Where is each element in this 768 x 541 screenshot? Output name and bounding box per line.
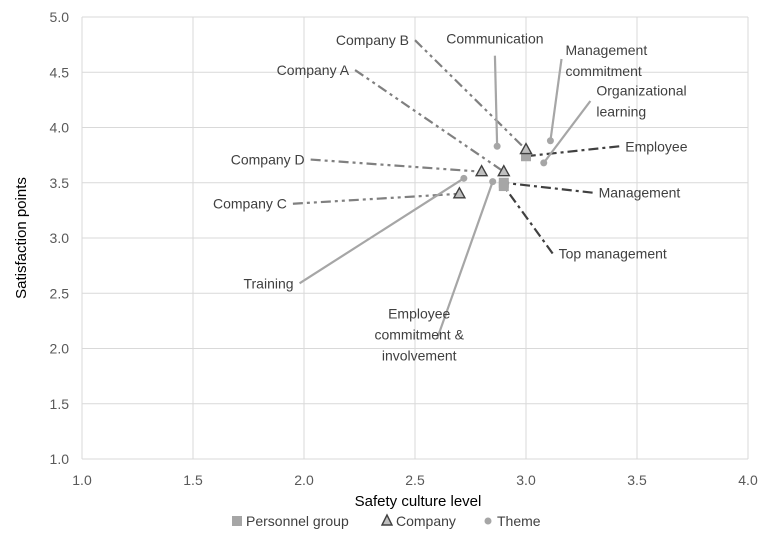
marker-company [474, 164, 489, 177]
legend-label: Theme [497, 513, 541, 529]
point-label-line: Employee [388, 306, 450, 322]
legend-label: Company [396, 513, 456, 529]
point-label-line: involvement [382, 348, 457, 364]
point-label-line: Management [566, 42, 648, 58]
point-label: Employee [625, 138, 687, 154]
x-tick-label: 2.5 [405, 472, 425, 488]
marker-company [497, 164, 511, 177]
leader-line [542, 100, 592, 164]
point-label: Company A [277, 62, 350, 78]
y-tick-label: 2.5 [50, 285, 70, 301]
point-label-line: learning [596, 103, 646, 119]
grid [81, 16, 749, 460]
leader-line [525, 145, 620, 158]
y-tick-label: 1.0 [50, 451, 70, 467]
leader-lines [292, 39, 620, 339]
point-label-line: Organizational [596, 82, 686, 98]
data-markers [452, 137, 554, 199]
legend-marker-personnel-group [232, 516, 242, 526]
y-tick-label: 2.0 [50, 341, 70, 357]
legend: Personnel group Company Theme [232, 513, 541, 529]
legend-marker-company [380, 513, 394, 526]
point-label: Company B [336, 32, 409, 48]
leader-line [298, 177, 465, 285]
point-label: Management commitment [566, 42, 648, 79]
legend-label: Personnel group [246, 513, 349, 529]
point-label: Training [243, 275, 293, 291]
marker-theme [493, 142, 501, 150]
y-tick-label: 3.5 [50, 175, 70, 191]
point-label: Company D [231, 152, 305, 168]
x-axis-title: Safety culture level [355, 493, 482, 510]
leader-line [310, 158, 482, 173]
y-tick-label: 5.0 [50, 9, 70, 25]
leader-line [549, 58, 563, 141]
marker-personnel-group [498, 181, 509, 192]
leader-line [502, 185, 554, 255]
point-label-line: commitment [566, 63, 642, 79]
x-tick-label: 1.0 [72, 472, 92, 488]
x-tick-label: 3.0 [516, 472, 536, 488]
y-tick-label: 4.5 [50, 64, 70, 80]
marker-theme [489, 178, 497, 186]
legend-marker-theme [484, 517, 492, 525]
x-tick-label: 1.5 [183, 472, 203, 488]
marker-company [519, 142, 533, 155]
axis-ticks: 1.0 1.5 2.0 2.5 3.0 3.5 4.0 1.0 1.5 2.0 2.5 3.0 3.5 4… [50, 9, 758, 488]
point-label-line: commitment & [374, 327, 464, 343]
y-axis-title: Satisfaction points [13, 177, 30, 299]
point-label: Communication [446, 31, 543, 47]
y-tick-label: 3.0 [50, 230, 70, 246]
point-labels: Employee Management Top management Company … [213, 31, 688, 364]
marker-theme [546, 137, 554, 145]
leader-line [493, 55, 499, 147]
leader-line [436, 181, 494, 339]
marker-company [452, 186, 467, 199]
leader-line [354, 69, 505, 173]
point-label: Employee commitment & involvement [374, 306, 464, 364]
x-tick-label: 3.5 [627, 472, 647, 488]
point-label: Management [599, 185, 681, 201]
y-tick-label: 1.5 [50, 396, 70, 412]
point-label: Company C [213, 196, 287, 212]
leader-line [503, 181, 593, 194]
leader-line [414, 39, 527, 151]
y-tick-label: 4.0 [50, 120, 70, 136]
point-label: Top management [559, 245, 667, 261]
marker-personnel-group [521, 151, 531, 162]
marker-theme [540, 159, 548, 167]
x-tick-label: 4.0 [738, 472, 758, 488]
leader-line [292, 192, 460, 205]
point-label: Organizational learning [596, 82, 686, 119]
marker-theme [460, 174, 468, 182]
x-tick-label: 2.0 [294, 472, 314, 488]
